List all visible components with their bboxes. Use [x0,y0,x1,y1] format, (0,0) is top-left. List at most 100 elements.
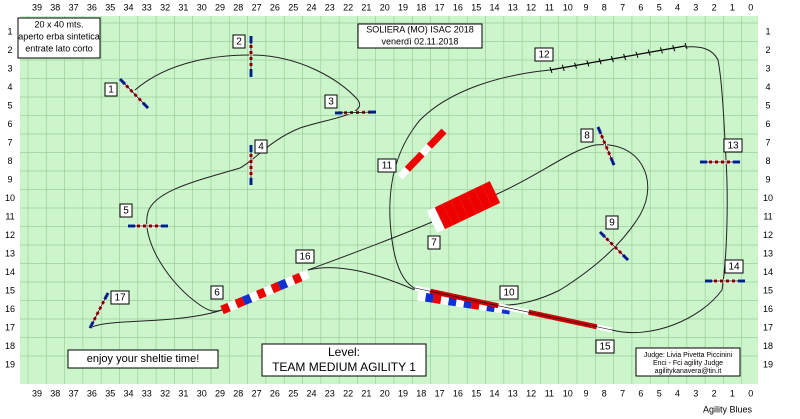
column-label: 26 [270,2,280,12]
column-label: 16 [453,388,463,398]
column-label: 6 [638,2,643,12]
obstacle-number: 12 [538,50,550,61]
column-label: 29 [215,388,225,398]
column-label: 20 [380,2,390,12]
row-label: 14 [5,267,15,277]
dog-route [494,144,649,306]
column-label: 24 [306,388,316,398]
obstacle-number: 5 [123,206,129,217]
column-label: 19 [398,388,408,398]
tunnel-segment [220,302,231,315]
row-label: 8 [7,156,12,166]
column-label: 32 [160,388,170,398]
row-label: 2 [7,45,12,55]
tunnel-segment [463,298,473,309]
number-box [110,290,130,305]
tunnel-segment [426,136,440,149]
jump-pole [599,231,629,261]
column-label: 31 [178,2,188,12]
row-label: 5 [7,100,12,110]
event-box [357,23,483,49]
row-label: 1 [765,26,770,36]
row-label: 6 [7,119,12,129]
number-box [232,34,246,49]
number-box [295,249,315,264]
number-box [427,235,441,250]
column-label: 23 [325,388,335,398]
column-label: 25 [288,388,298,398]
obstacle-number: 10 [503,288,515,299]
column-label: 21 [361,2,371,12]
tunnel-segment [450,196,469,222]
number-box [723,138,743,153]
row-label: 18 [5,341,15,351]
number-box [605,215,619,230]
row-label: 6 [765,119,770,129]
tunnel-segment [447,296,458,307]
column-label: 7 [620,388,625,398]
column-label: 35 [105,2,115,12]
column-label: 22 [343,2,353,12]
column-label: 14 [489,388,499,398]
obstacle-number: 7 [431,238,437,249]
column-label: 13 [508,388,518,398]
obstacle-number: 8 [584,131,590,142]
column-label: 21 [361,388,371,398]
dog-route [307,221,433,271]
number-box [104,82,118,97]
row-label: 17 [5,322,15,332]
obstacle-number: 14 [728,262,740,273]
column-label: 33 [142,2,152,12]
dogwalk-edge [414,287,613,331]
level-label: Level: [328,345,360,359]
number-box [595,339,615,354]
number-box [534,47,554,62]
tunnel-segment [424,292,435,303]
number-box [377,158,397,173]
column-label: 22 [343,388,353,398]
tunnel-segment [284,275,296,288]
row-label: 13 [5,248,15,258]
row-label: 4 [7,82,12,92]
tunnel-segment [277,278,289,291]
row-label: 2 [765,45,770,55]
weave-pole [549,66,553,74]
judge: Enci - Fci agility Judge [653,360,723,367]
tunnel-segment [478,300,488,311]
column-label: 14 [489,2,499,12]
column-label: 17 [435,388,445,398]
column-label: 12 [526,388,536,398]
column-label: 1 [730,388,735,398]
row-label: 19 [5,359,15,369]
column-label: 38 [50,388,60,398]
tunnel-segment [486,302,496,313]
column-label: 33 [142,388,152,398]
field-info: entrate lato corto [25,43,93,53]
tunnel-segment [417,291,427,302]
tunnel-segment [270,281,282,294]
weave-base [549,45,686,71]
column-label: 36 [87,2,97,12]
jump-pole [334,111,377,114]
row-label: 12 [5,230,15,240]
jump-pole [89,292,109,329]
row-label: 7 [765,137,770,147]
tunnel-segment [434,128,447,142]
obstacle-number: 9 [609,218,615,229]
column-label: 20 [380,388,390,398]
row-label: 15 [5,285,15,295]
column-label: 5 [657,388,662,398]
tunnel-segment [440,295,450,306]
grid-labels: 3939383837373636353534343333323231313030… [5,2,773,398]
info-box [17,17,101,59]
obstacle-number: 4 [258,142,264,153]
obstacle-number: 3 [328,97,334,108]
column-label: 37 [69,2,79,12]
tunnel-segment [458,192,477,218]
tunnel-segment [256,287,267,300]
tunnel-segment [299,269,310,282]
row-label: 15 [763,285,773,295]
tunnel-segment [397,166,410,180]
column-label: 11 [545,388,554,398]
